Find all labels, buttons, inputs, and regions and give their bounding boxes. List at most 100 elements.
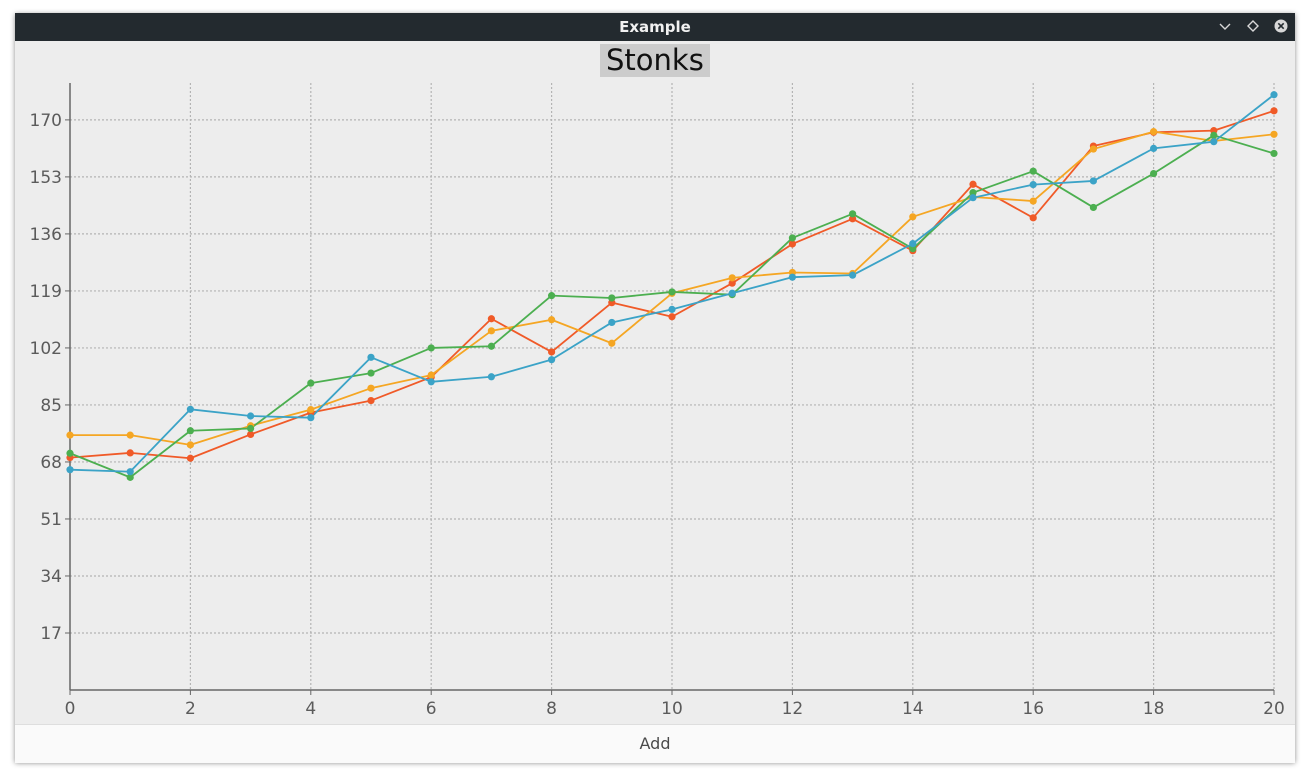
close-button[interactable] (1272, 17, 1290, 35)
data-point (909, 240, 917, 248)
data-point (1210, 138, 1218, 146)
data-point (1029, 167, 1037, 175)
data-point (548, 316, 556, 324)
app-window: Example Stonks 0 2 4 6 8 10 12 14 16 18 20 17 34 51 68… (15, 13, 1295, 763)
data-point (1150, 128, 1158, 136)
data-point (1089, 203, 1097, 212)
data-point (126, 431, 134, 439)
add-button[interactable]: Add (15, 724, 1295, 763)
diamond-icon (1247, 20, 1259, 32)
data-point (849, 210, 857, 218)
data-point (186, 441, 194, 449)
data-point (668, 313, 676, 321)
data-point (186, 427, 194, 435)
data-point (1270, 149, 1278, 158)
data-point (788, 240, 797, 248)
y-tick-label: 170 (30, 111, 62, 131)
data-point (307, 414, 315, 422)
data-point (909, 245, 917, 253)
maximize-button[interactable] (1244, 17, 1262, 35)
data-point (668, 305, 676, 313)
data-point (969, 189, 977, 197)
y-tick-label: 51 (40, 510, 62, 530)
tick-labels: 0 2 4 6 8 10 12 14 16 18 2017345168851021191361531… (30, 111, 1285, 719)
axes (65, 83, 1275, 695)
data-point (548, 292, 556, 300)
data-point (367, 396, 375, 405)
data-point (427, 371, 435, 379)
data-point (788, 273, 797, 281)
x-tick-label: 18 (1143, 699, 1165, 719)
y-tick-label: 119 (30, 282, 62, 302)
y-tick-label: 102 (30, 339, 62, 359)
data-point (849, 215, 857, 223)
minimize-button[interactable] (1216, 17, 1234, 35)
data-point (849, 271, 857, 279)
grid (70, 83, 1275, 690)
x-tick-label: 14 (902, 699, 924, 719)
data-point (487, 315, 495, 323)
x-tick-label: 12 (782, 699, 804, 719)
data-point (487, 373, 495, 381)
x-tick-label: 4 (305, 699, 316, 719)
data-point (307, 406, 315, 414)
data-point (608, 318, 616, 327)
data-point (367, 369, 375, 377)
y-tick-label: 68 (40, 453, 62, 473)
data-point (1210, 131, 1218, 139)
data-point (1270, 130, 1278, 138)
data-point (548, 348, 556, 356)
data-point (608, 339, 616, 347)
data-point (1270, 107, 1278, 115)
data-point (788, 234, 797, 242)
chevron-down-icon (1219, 23, 1231, 30)
x-tick-label: 16 (1022, 699, 1044, 719)
data-point (608, 294, 616, 302)
data-point (487, 342, 495, 350)
chart-title: Stonks (600, 44, 710, 77)
data-point (66, 449, 74, 457)
data-point (307, 379, 315, 387)
y-tick-label: 34 (40, 567, 62, 587)
data-point (728, 279, 736, 287)
x-tick-label: 6 (426, 699, 437, 719)
x-tick-label: 10 (661, 699, 683, 719)
y-tick-label: 17 (40, 624, 62, 644)
data-point (367, 353, 375, 361)
data-point (247, 412, 255, 420)
data-point (186, 454, 194, 462)
data-point (367, 384, 375, 392)
x-tick-label: 0 (65, 699, 76, 719)
data-point (247, 424, 255, 433)
y-tick-label: 153 (30, 168, 62, 188)
data-point (1029, 214, 1037, 222)
data-point (247, 430, 255, 439)
data-point (548, 356, 556, 364)
x-tick-label: 20 (1263, 699, 1285, 719)
data-point (427, 344, 435, 352)
data-point (1270, 91, 1278, 99)
x-tick-label: 2 (185, 699, 196, 719)
data-point (1089, 145, 1097, 153)
series-layer (66, 91, 1278, 481)
line-chart: 0 2 4 6 8 10 12 14 16 18 2017345168851021191361531… (30, 83, 1285, 719)
data-point (427, 378, 435, 386)
title-bar[interactable]: Example (15, 13, 1295, 41)
window-title: Example (619, 18, 691, 36)
data-point (126, 449, 134, 457)
data-point (668, 288, 676, 296)
data-point (969, 194, 977, 202)
x-tick-label: 8 (546, 699, 557, 719)
data-point (909, 213, 917, 221)
data-point (969, 180, 977, 188)
data-point (1089, 177, 1097, 185)
y-tick-label: 136 (30, 225, 62, 245)
y-tick-label: 85 (40, 396, 62, 416)
data-point (487, 327, 495, 335)
data-point (1150, 169, 1158, 178)
data-point (126, 473, 134, 481)
data-point (126, 468, 134, 476)
data-point (186, 405, 194, 413)
data-point (1029, 181, 1037, 189)
data-point (728, 289, 736, 297)
